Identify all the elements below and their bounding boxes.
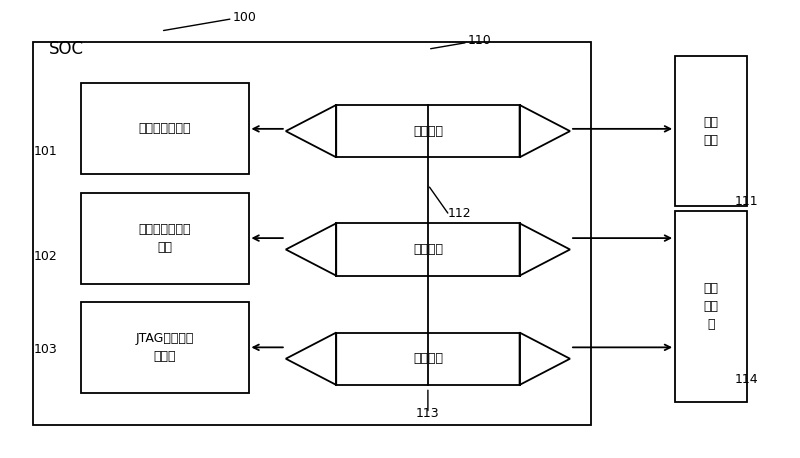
Text: 功能接口控制器: 功能接口控制器	[138, 122, 191, 136]
Text: 102: 102	[34, 250, 57, 263]
Bar	[34, 42, 591, 425]
Bar	[81, 302, 249, 393]
Text: 外部
模块: 外部 模块	[703, 115, 718, 147]
Text: 100: 100	[233, 11, 257, 24]
Polygon shape	[286, 333, 336, 385]
Text: 功能接口: 功能接口	[413, 125, 443, 137]
Text: 110: 110	[468, 33, 491, 47]
Polygon shape	[519, 105, 570, 157]
Text: 114: 114	[735, 373, 758, 386]
Text: 内部
测试
点: 内部 测试 点	[703, 282, 718, 331]
Polygon shape	[519, 224, 570, 276]
Bar	[675, 56, 746, 206]
Polygon shape	[286, 105, 336, 157]
Text: 其他调试接口控
制器: 其他调试接口控 制器	[138, 223, 191, 254]
Text: SOC: SOC	[50, 40, 84, 58]
Text: 113: 113	[416, 407, 440, 420]
Text: 101: 101	[34, 145, 57, 158]
Text: JTAG调试接口
控制器: JTAG调试接口 控制器	[136, 332, 194, 363]
Bar	[675, 211, 746, 402]
Text: 功能接口: 功能接口	[413, 243, 443, 256]
Text: 103: 103	[34, 343, 57, 356]
Polygon shape	[286, 224, 336, 276]
Text: 功能接口: 功能接口	[413, 352, 443, 365]
Text: 111: 111	[735, 195, 758, 208]
Bar	[81, 192, 249, 284]
Text: 112: 112	[448, 207, 472, 219]
Bar	[81, 83, 249, 174]
Polygon shape	[519, 333, 570, 385]
